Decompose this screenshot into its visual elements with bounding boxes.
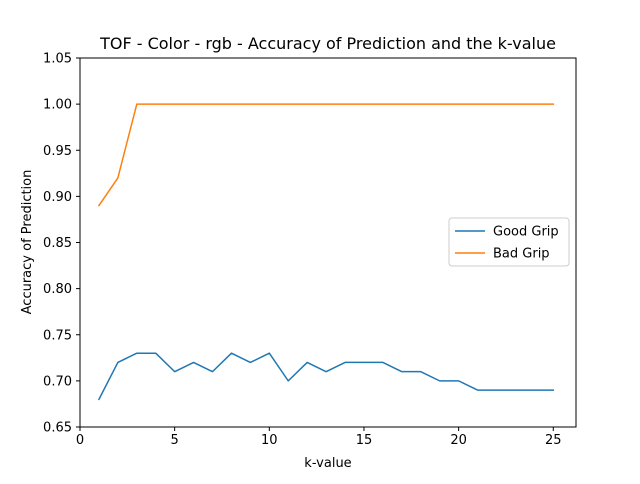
- x-tick-label: 5: [171, 433, 179, 448]
- series-line-bad-grip: [97, 103, 555, 207]
- chart-title: TOF - Color - rgb - Accuracy of Predicti…: [99, 34, 556, 53]
- y-axis-label: Accuracy of Prediction: [20, 170, 35, 315]
- legend-label-good-grip: Good Grip: [493, 225, 559, 240]
- legend: Good Grip Bad Grip: [448, 217, 570, 267]
- legend-label-bad-grip: Bad Grip: [493, 247, 550, 262]
- y-tick-label: 0.65: [43, 421, 72, 436]
- x-tick-label: 20: [450, 433, 467, 448]
- y-tick-label: 0.80: [43, 282, 72, 297]
- x-tick-label: 25: [545, 433, 562, 448]
- x-axis-ticks: 0 5 10 15 20 25: [76, 427, 562, 448]
- x-tick-label: 10: [261, 433, 278, 448]
- y-tick-label: 0.90: [43, 190, 72, 205]
- legend-box: [448, 217, 570, 267]
- y-tick-label: 1.00: [43, 98, 72, 113]
- x-axis-label: k-value: [304, 456, 351, 471]
- x-tick-label: 0: [76, 433, 84, 448]
- y-tick-label: 0.70: [43, 374, 72, 389]
- y-tick-label: 0.75: [43, 328, 72, 343]
- x-tick-label: 15: [356, 433, 373, 448]
- plot-frame: [79, 57, 577, 428]
- series-lines: [97, 103, 555, 401]
- series-line-good-grip: [97, 352, 555, 401]
- y-tick-label: 0.95: [43, 144, 72, 159]
- y-axis-ticks: 0.65 0.70 0.75 0.80 0.85 0.90 0.95 1.00 1.05: [43, 52, 80, 436]
- y-tick-label: 0.85: [43, 236, 72, 251]
- y-tick-label: 1.05: [43, 52, 72, 67]
